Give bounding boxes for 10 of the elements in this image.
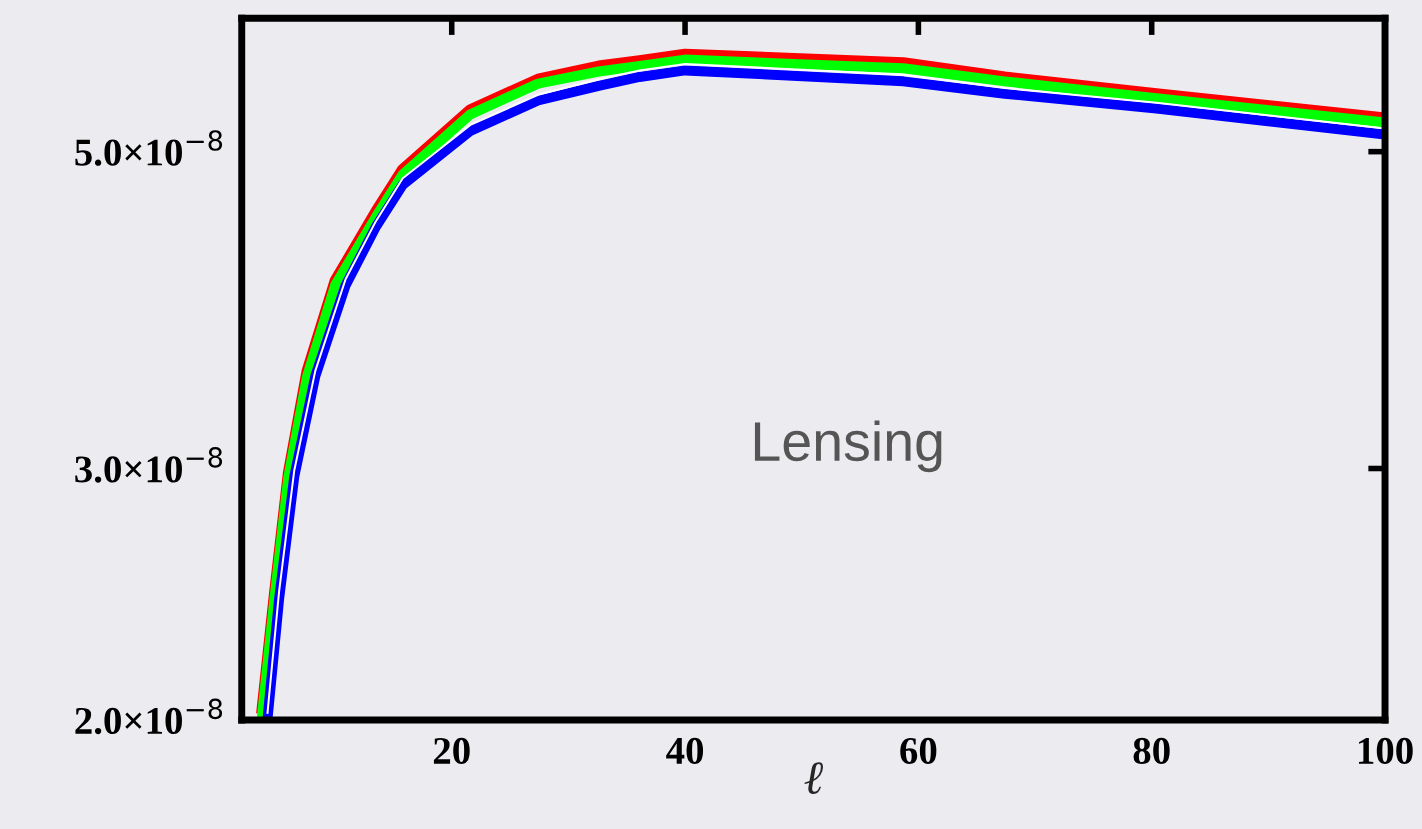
x-tick-label: 20 bbox=[433, 737, 470, 765]
x-tick-label: 60 bbox=[900, 737, 937, 765]
x-tick-label: 80 bbox=[1133, 737, 1170, 765]
y-tick-label: 2.0×10$^{−8}$ bbox=[75, 698, 223, 735]
x-axis-title: ℓ bbox=[804, 762, 823, 795]
x-tick-label: 40 bbox=[666, 737, 704, 765]
annotation: Lensing bbox=[754, 420, 942, 473]
x-tick-label: 100 bbox=[1358, 737, 1413, 765]
y-tick-label: 5.0×10$^{−8}$ bbox=[75, 130, 223, 166]
y-tick-label: 3.0×10$^{−8}$ bbox=[75, 447, 223, 483]
